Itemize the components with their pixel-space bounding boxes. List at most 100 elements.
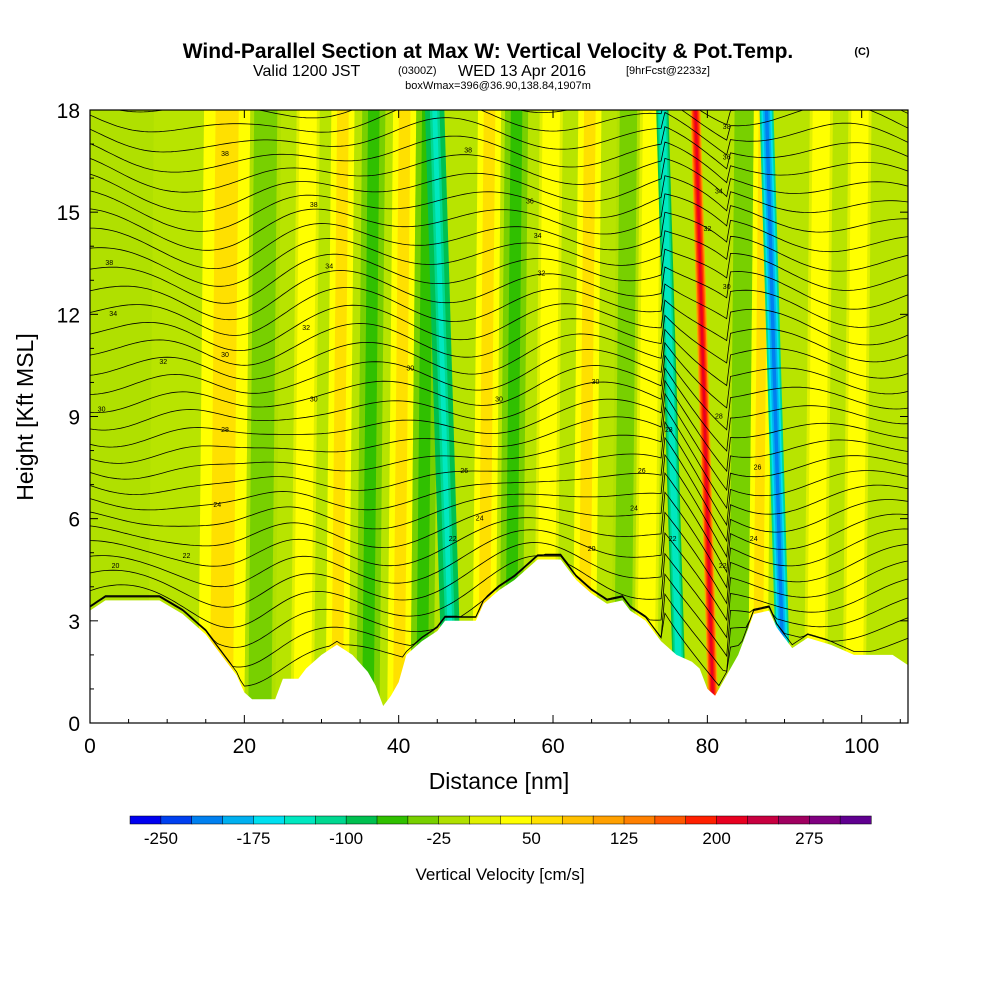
velocity-band	[851, 110, 863, 723]
chart-title: Wind-Parallel Section at Max W: Vertical…	[183, 40, 794, 63]
theta-contour-line	[90, 552, 908, 639]
theta-contour-line	[90, 406, 908, 510]
contour-label: 26	[638, 468, 646, 475]
colorbar-swatch	[438, 815, 471, 825]
y-tick-label: 9	[68, 407, 80, 430]
x-axis: 0 20 40 60 80 100	[84, 110, 901, 758]
velocity-band	[642, 110, 655, 723]
x-tick-label: 0	[84, 735, 96, 758]
colorbar-label: 200	[702, 829, 730, 848]
contour-label: 38	[221, 151, 229, 158]
contour-label: 20	[588, 546, 596, 553]
colorbar-swatch	[129, 815, 162, 825]
colorbar-swatch	[809, 815, 841, 825]
velocity-band	[104, 110, 128, 723]
y-tick-label: 3	[68, 611, 80, 634]
theta-contour-line	[90, 531, 908, 622]
velocity-band	[812, 110, 825, 723]
theta-contour-line	[90, 175, 908, 232]
theta-contour-line	[90, 328, 908, 387]
contour-label: 38	[310, 202, 318, 209]
contour-label: 32	[159, 359, 167, 366]
valid-time-prefix: Valid 1200 JST	[253, 63, 361, 80]
contour-label: 34	[109, 311, 117, 318]
colorbar-label: 275	[795, 829, 823, 848]
theta-contour-line	[90, 491, 908, 589]
x-tick-label: 60	[541, 735, 564, 758]
terrain-mask	[90, 559, 908, 723]
colorbar-swatch	[623, 815, 656, 825]
theta-contour-line	[90, 554, 908, 658]
theta-contours	[90, 110, 908, 687]
forecast-info: [9hrFcst@2233z]	[626, 65, 710, 77]
x-axis-title: Distance [nm]	[429, 768, 570, 794]
contour-label: 22	[183, 553, 191, 560]
contour-label: 26	[754, 464, 762, 471]
valid-time-utc: (0300Z)	[398, 65, 437, 77]
colorbar-swatch	[654, 815, 687, 825]
colorbar-label: 125	[610, 829, 638, 848]
colorbar-label: -25	[427, 829, 452, 848]
contour-label: 34	[534, 233, 542, 240]
colorbar-title: Vertical Velocity [cm/s]	[415, 865, 584, 884]
contour-label: 30	[98, 407, 106, 414]
contour-label: 36	[526, 199, 534, 206]
y-tick-label: 18	[57, 100, 80, 123]
contour-label: 28	[715, 413, 723, 420]
theta-contour-line	[90, 266, 908, 321]
contour-label: 34	[325, 264, 333, 271]
velocity-band	[507, 110, 520, 723]
contour-label: 38	[464, 148, 472, 155]
contour-label: 28	[665, 427, 673, 434]
contour-label: 22	[669, 536, 677, 543]
theta-contour-line	[90, 436, 908, 543]
contour-label: 30	[592, 379, 600, 386]
velocity-band	[432, 110, 456, 723]
contour-label: 32	[302, 325, 310, 332]
terrain-layer	[90, 559, 908, 723]
theta-contour-line	[90, 379, 908, 473]
theta-contour-line	[90, 230, 908, 287]
contour-label: 36	[723, 155, 731, 162]
contour-label: 22	[719, 563, 727, 570]
contour-label: 30	[310, 396, 318, 403]
theta-contour-line	[90, 367, 908, 452]
contour-label: 26	[460, 468, 468, 475]
x-tick-label: 40	[387, 735, 410, 758]
colorbar-swatch	[160, 815, 193, 825]
colorbar-swatch	[469, 815, 502, 825]
contour-label: 32	[538, 270, 546, 277]
y-tick-label: 6	[68, 509, 80, 532]
velocity-band	[735, 110, 747, 723]
contour-labels: 38 38 34 38 34 32 30 32 30 30 28 24 22 20 30 38 36 34 32 30…	[98, 124, 762, 570]
velocity-band	[334, 110, 346, 723]
colorbar-swatch	[685, 815, 718, 825]
velocity-band	[619, 110, 632, 723]
theta-contour-line	[90, 511, 908, 605]
colorbar-swatch	[345, 815, 378, 825]
contour-label: 34	[715, 189, 723, 196]
colorbar-swatch	[778, 815, 810, 825]
x-tick-label: 20	[233, 735, 256, 758]
contour-label: 24	[476, 516, 484, 523]
x-tick-label: 80	[696, 735, 719, 758]
colorbar-swatch	[562, 815, 594, 825]
theta-contour-line	[90, 314, 908, 366]
theta-contour-line	[90, 248, 908, 304]
y-tick-label: 15	[57, 202, 80, 225]
contour-label: 32	[704, 226, 712, 233]
velocity-band	[694, 110, 715, 723]
velocity-band	[255, 110, 270, 723]
colorbar-swatch	[531, 815, 563, 825]
contour-label: 24	[213, 502, 221, 509]
contour-label: 24	[630, 505, 638, 512]
colorbar-label: 50	[522, 829, 541, 848]
colorbar-swatch	[222, 815, 255, 825]
contour-label: 38	[105, 260, 113, 267]
colorbar-swatch	[315, 815, 347, 825]
colorbar-swatch	[284, 815, 316, 825]
theta-contour-line	[90, 453, 908, 558]
colorbar-label: -100	[329, 829, 363, 848]
colorbar: -250 -175 -100 -25 50 125 200 275	[129, 815, 872, 848]
